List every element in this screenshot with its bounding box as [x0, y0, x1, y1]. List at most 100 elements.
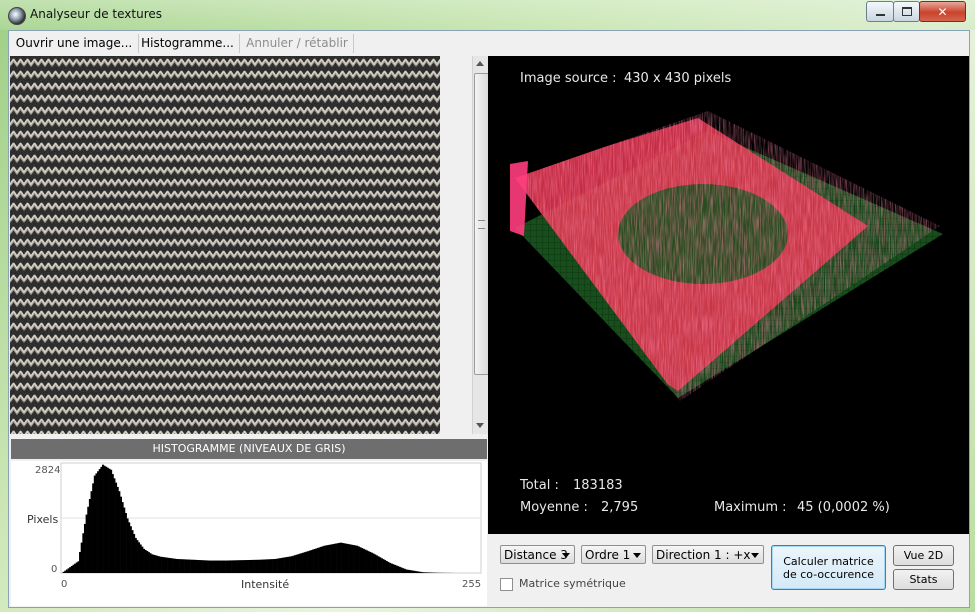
histogram-bar — [108, 468, 111, 573]
histogram-bar — [275, 558, 278, 573]
histogram-bar — [202, 560, 205, 573]
controls-panel: Distance 3 Ordre 1 Direction 1 : +x Matr… — [488, 534, 969, 606]
histogram-bar — [274, 558, 277, 573]
histogram-ylabel: Pixels — [27, 513, 59, 526]
histogram-bar — [257, 559, 260, 573]
histogram-bar — [330, 544, 332, 573]
histogram-bar — [251, 559, 254, 573]
histogram-bar — [136, 540, 139, 573]
histogram-bar — [62, 571, 65, 573]
compute-cooccurrence-button[interactable]: Calculer matrice de co-occurence — [771, 545, 886, 590]
histogram-bar — [318, 547, 321, 573]
histogram-bar — [284, 557, 287, 573]
histogram-bar — [325, 545, 328, 573]
cooccurrence-3d-view[interactable]: Image source : 430 x 430 pixels Total : … — [488, 56, 969, 534]
title-bar: Analyseur de textures ✕ — [0, 0, 975, 30]
histogram-bar — [182, 559, 185, 573]
histogram-bar — [141, 546, 144, 573]
direction-select[interactable]: Direction 1 : +x — [652, 545, 764, 564]
histogram-bar — [387, 561, 390, 573]
histogram-bar — [151, 554, 154, 573]
histogram-bar — [149, 553, 152, 573]
histogram-bar — [248, 559, 250, 573]
histogram-bar — [308, 550, 311, 573]
histogram-bar — [79, 551, 81, 573]
histogram-bar — [354, 545, 357, 573]
window-title: Analyseur de textures — [30, 7, 162, 21]
scroll-down-icon[interactable] — [476, 423, 484, 428]
histogram-bar — [193, 559, 196, 573]
histogram-bar — [120, 496, 122, 573]
histogram-bar — [70, 565, 73, 573]
histogram-bar — [412, 570, 415, 573]
histogram-bar — [348, 544, 351, 573]
zigzag-texture — [10, 56, 440, 434]
histogram-bar — [376, 555, 378, 573]
histogram-bar — [105, 466, 108, 573]
histogram-bar — [111, 474, 114, 573]
histogram-bar — [361, 548, 364, 573]
histogram-bar — [241, 560, 244, 573]
toolbar-separator — [239, 34, 240, 53]
histogram-bar — [315, 548, 318, 573]
histogram-bar — [254, 559, 257, 573]
histogram-bar — [371, 552, 374, 573]
histogram-bar — [93, 475, 96, 573]
histogram-bar — [344, 543, 347, 573]
histogram-bar — [320, 546, 323, 573]
histogram-bar — [277, 558, 280, 573]
histogram-bar — [280, 557, 283, 573]
histogram-bar — [144, 549, 147, 573]
histogram-bar — [398, 566, 401, 573]
histogram-button[interactable]: Histogramme... — [140, 34, 235, 53]
histogram-bar — [131, 530, 134, 573]
histogram-bar — [374, 554, 377, 573]
histogram-bar — [292, 555, 295, 573]
maximize-button[interactable] — [893, 1, 920, 22]
histogram-bar — [287, 556, 290, 573]
histogram-bar — [213, 560, 216, 573]
histogram-bar — [269, 559, 272, 573]
histogram-bar — [353, 545, 355, 573]
histogram-bar — [356, 545, 359, 573]
histogram-bar — [228, 560, 231, 573]
histogram-bar — [159, 556, 162, 573]
scroll-thumb[interactable] — [474, 73, 489, 375]
histogram-bar — [415, 571, 418, 573]
histogram-bar — [407, 569, 410, 573]
histogram-bar — [64, 570, 67, 573]
histogram-bar — [425, 572, 428, 573]
histogram-bar — [177, 559, 180, 573]
histogram-bar — [339, 542, 342, 573]
minimize-button[interactable] — [866, 1, 894, 22]
histogram-bar — [289, 556, 291, 573]
close-icon: ✕ — [937, 4, 948, 19]
order-select[interactable]: Ordre 1 — [581, 545, 646, 564]
histogram-bar — [395, 565, 398, 573]
histogram-bar — [239, 560, 242, 573]
histogram-bar — [118, 491, 121, 573]
undo-redo-button[interactable]: Annuler / rétablir — [245, 34, 349, 53]
open-image-button[interactable]: Ouvrir une image... — [13, 34, 135, 53]
histogram-bar — [369, 551, 372, 573]
texture-vertical-scrollbar[interactable] — [472, 56, 489, 434]
distance-select[interactable]: Distance 3 — [500, 545, 575, 564]
view-2d-button[interactable]: Vue 2D — [893, 545, 954, 566]
histogram-bar — [266, 559, 269, 573]
symmetric-matrix-checkbox[interactable] — [500, 578, 513, 591]
histogram-bar — [167, 557, 170, 573]
close-button[interactable]: ✕ — [919, 1, 966, 22]
histogram-bar — [166, 557, 168, 573]
histogram-bar — [310, 550, 313, 573]
histogram-bar — [198, 560, 201, 573]
histogram-bar — [170, 558, 173, 573]
histogram-bar — [302, 552, 305, 573]
histogram-bar — [262, 559, 265, 573]
histogram-bar — [205, 560, 208, 573]
chevron-down-icon — [562, 553, 570, 558]
stats-button[interactable]: Stats — [893, 569, 954, 590]
histogram-bar — [187, 559, 190, 573]
scroll-up-icon[interactable] — [476, 61, 484, 66]
histogram-bar — [326, 545, 329, 573]
histogram-y0-label: 0 — [51, 564, 58, 575]
